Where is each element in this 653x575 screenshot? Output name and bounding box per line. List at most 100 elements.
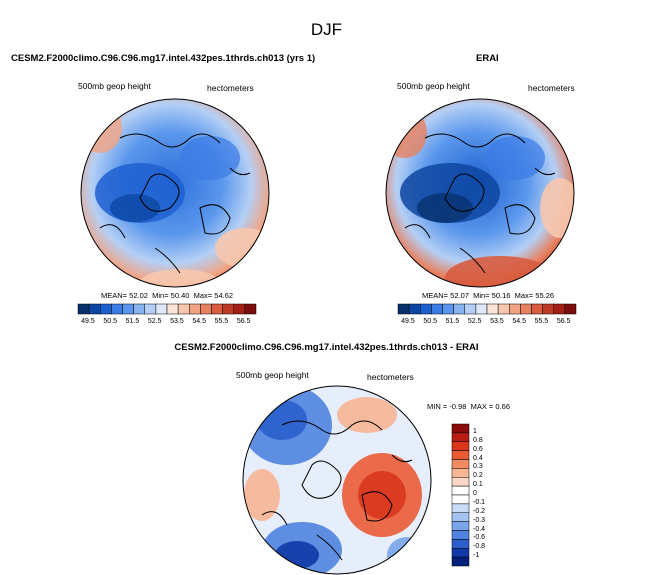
colorbar-tick-label: -0.8	[473, 543, 486, 551]
obs-units-label: hectometers	[528, 83, 575, 93]
colorbar-swatch	[453, 303, 465, 315]
colorbar-swatch	[442, 303, 454, 315]
colorbar-tick-label: 52.5	[147, 318, 162, 325]
obs-colorbar-ticks: 49.5 50.5 51.5 52.5 53.5 54.5 55.5 56.5	[398, 318, 576, 328]
colorbar-swatch	[233, 303, 246, 315]
colorbar-swatch	[451, 494, 470, 505]
colorbar-swatch	[486, 303, 499, 315]
colorbar-swatch	[451, 539, 470, 549]
colorbar-tick-label: -0.6	[473, 534, 486, 542]
colorbar-swatch	[451, 432, 470, 442]
colorbar-swatch	[451, 503, 470, 513]
colorbar-swatch	[155, 303, 168, 315]
colorbar-tick-label: 52.5	[467, 318, 482, 325]
colorbar-swatch	[122, 303, 134, 315]
colorbar-swatch	[166, 303, 179, 315]
obs-stats: MEAN= 52.07 Min= 50.16 Max= 55.26	[422, 291, 555, 300]
colorbar-swatch	[451, 423, 470, 434]
colorbar-swatch	[464, 303, 477, 315]
colorbar-tick-label: 53.5	[490, 318, 504, 325]
model-units-label: hectometers	[207, 83, 254, 93]
colorbar-swatch	[451, 468, 470, 478]
colorbar-swatch	[111, 303, 123, 315]
colorbar-swatch	[451, 485, 470, 496]
colorbar-swatch	[77, 303, 90, 315]
model-colorbar	[77, 303, 257, 315]
colorbar-tick-label: 50.5	[423, 318, 437, 325]
colorbar-swatch	[211, 303, 223, 315]
colorbar-swatch	[408, 303, 421, 315]
colorbar-swatch	[100, 303, 112, 315]
colorbar-tick-label: 49.5	[81, 318, 95, 325]
colorbar-swatch	[451, 459, 470, 469]
colorbar-tick-label: 55.5	[214, 318, 229, 325]
obs-colorbar	[397, 303, 577, 315]
colorbar-swatch	[451, 556, 470, 567]
colorbar-tick-label: 55.5	[534, 318, 549, 325]
colorbar-swatch	[451, 450, 470, 460]
colorbar-tick-label: 51.5	[125, 318, 140, 325]
colorbar-swatch	[189, 303, 201, 315]
colorbar-swatch	[177, 303, 190, 315]
obs-panel-title: ERAI	[476, 53, 499, 64]
model-polar-map	[80, 98, 270, 288]
colorbar-swatch	[520, 303, 532, 315]
colorbar-tick-label: 54.5	[192, 318, 206, 325]
colorbar-swatch	[564, 303, 577, 315]
diff-units-label: hectometers	[367, 372, 414, 382]
colorbar-tick-label: 1	[473, 427, 477, 435]
colorbar-swatch	[222, 303, 234, 315]
model-field-label: 500mb geop height	[78, 81, 151, 91]
diff-field-label: 500mb geop height	[236, 370, 309, 380]
colorbar-tick-label: 0.8	[473, 436, 483, 444]
colorbar-tick-label: -0.3	[473, 516, 486, 524]
colorbar-tick-label: -0.4	[473, 525, 486, 533]
colorbar-tick-label: 56.5	[236, 318, 251, 325]
colorbar-tick-label: 0.6	[473, 445, 483, 453]
obs-field-label: 500mb geop height	[397, 81, 470, 91]
colorbar-swatch	[451, 548, 470, 558]
colorbar-swatch	[200, 303, 212, 315]
colorbar-tick-label: 0.2	[473, 472, 483, 480]
model-colorbar-ticks: 49.5 50.5 51.5 52.5 53.5 54.5 55.5 56.5	[78, 318, 256, 328]
colorbar-tick-label: 0.4	[473, 454, 483, 462]
diff-stats: MIN = -0.98 MAX = 0.66	[427, 402, 511, 411]
diff-panel-title: CESM2.F2000climo.C96.C96.mg17.intel.432p…	[174, 342, 479, 353]
colorbar-swatch	[475, 303, 488, 315]
colorbar-swatch	[88, 303, 101, 315]
colorbar-swatch	[531, 303, 543, 315]
colorbar-tick-label: 0.1	[473, 481, 483, 489]
colorbar-swatch	[144, 303, 157, 315]
colorbar-swatch	[397, 303, 410, 315]
diff-colorbar-ticks: 1 0.8 0.6 0.4 0.3 0.2 0.1 0 -0.1 -0.2 -0.3 -0.4 -0.6…	[473, 424, 503, 566]
colorbar-tick-label: 51.5	[445, 318, 460, 325]
colorbar-swatch	[497, 303, 510, 315]
colorbar-tick-label: 50.5	[103, 318, 117, 325]
diff-colorbar	[451, 423, 470, 567]
model-panel-title: CESM2.F2000climo.C96.C96.mg17.intel.432p…	[11, 53, 316, 64]
colorbar-swatch	[133, 303, 145, 315]
colorbar-swatch	[553, 303, 566, 315]
colorbar-swatch	[542, 303, 554, 315]
colorbar-swatch	[451, 530, 470, 540]
colorbar-swatch	[431, 303, 443, 315]
obs-polar-map	[385, 98, 575, 288]
colorbar-swatch	[420, 303, 432, 315]
colorbar-tick-label: -0.2	[473, 507, 486, 515]
model-stats: MEAN= 52.02 Min= 50.40 Max= 54.62	[101, 291, 234, 300]
colorbar-swatch	[509, 303, 521, 315]
colorbar-tick-label: 53.5	[170, 318, 184, 325]
colorbar-swatch	[451, 521, 470, 531]
page-title: DJF	[310, 20, 343, 39]
colorbar-swatch	[451, 512, 470, 522]
colorbar-swatch	[451, 477, 470, 487]
colorbar-swatch	[244, 303, 257, 315]
colorbar-tick-label: -1	[473, 552, 480, 560]
colorbar-tick-label: 0	[473, 490, 477, 497]
colorbar-swatch	[451, 441, 470, 451]
colorbar-tick-label: -0.1	[473, 498, 486, 506]
colorbar-tick-label: 0.3	[473, 463, 483, 471]
colorbar-tick-label: 56.5	[556, 318, 571, 325]
diff-polar-map	[242, 385, 432, 575]
colorbar-tick-label: 49.5	[401, 318, 415, 325]
